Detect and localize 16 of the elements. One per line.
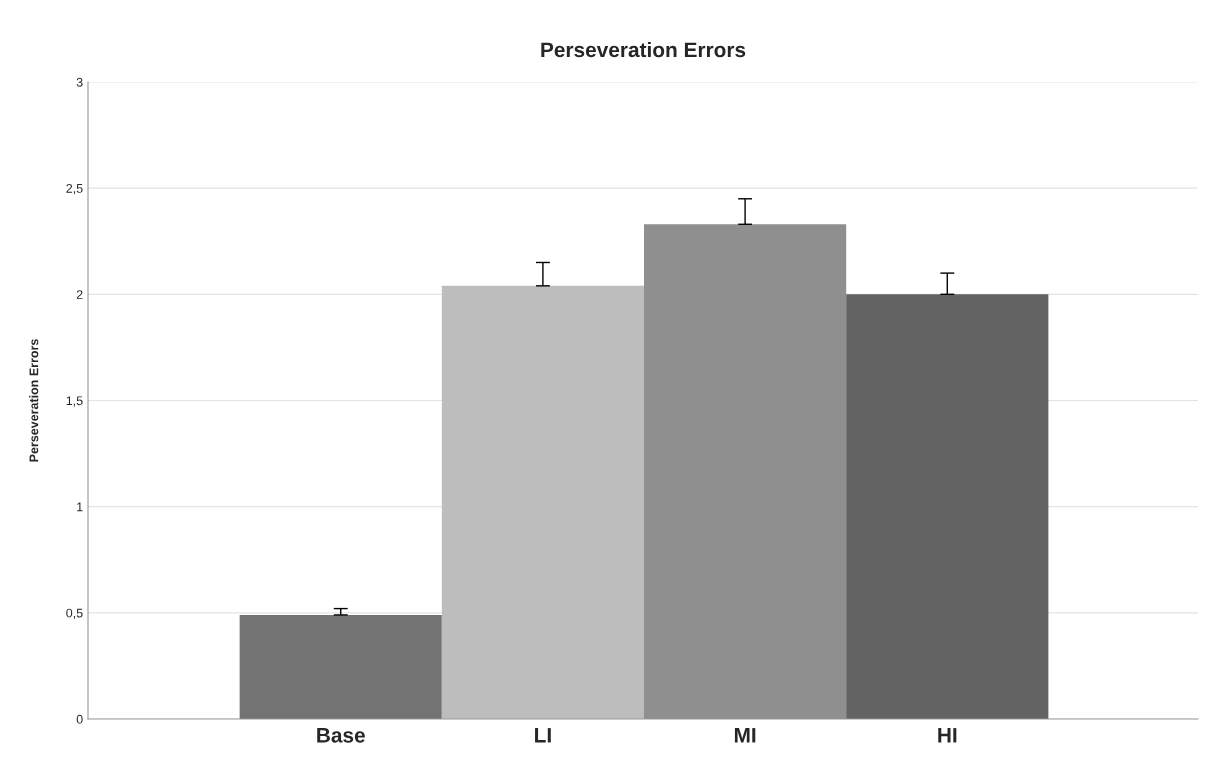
- x-tick-label: HI: [938, 728, 957, 743]
- y-tick-label: 0,5: [66, 608, 83, 619]
- y-axis-title: Perseveration Errors: [29, 339, 39, 462]
- y-tick-label: 1,5: [66, 396, 83, 407]
- y-tick-label: 2: [76, 290, 83, 299]
- y-tick-label: 2,5: [66, 183, 83, 195]
- bar: [239, 614, 442, 719]
- x-tick-label: LI: [535, 728, 551, 743]
- bar: [441, 285, 645, 719]
- x-tick-label: Base: [317, 728, 365, 743]
- x-tick-label: MI: [734, 728, 756, 743]
- y-tick-label: 3: [76, 77, 83, 87]
- y-tick-label: 1: [77, 502, 83, 512]
- chart-title: Perseveration Errors: [541, 41, 746, 58]
- bar: [846, 294, 1049, 719]
- y-tick-label: 0: [76, 714, 83, 724]
